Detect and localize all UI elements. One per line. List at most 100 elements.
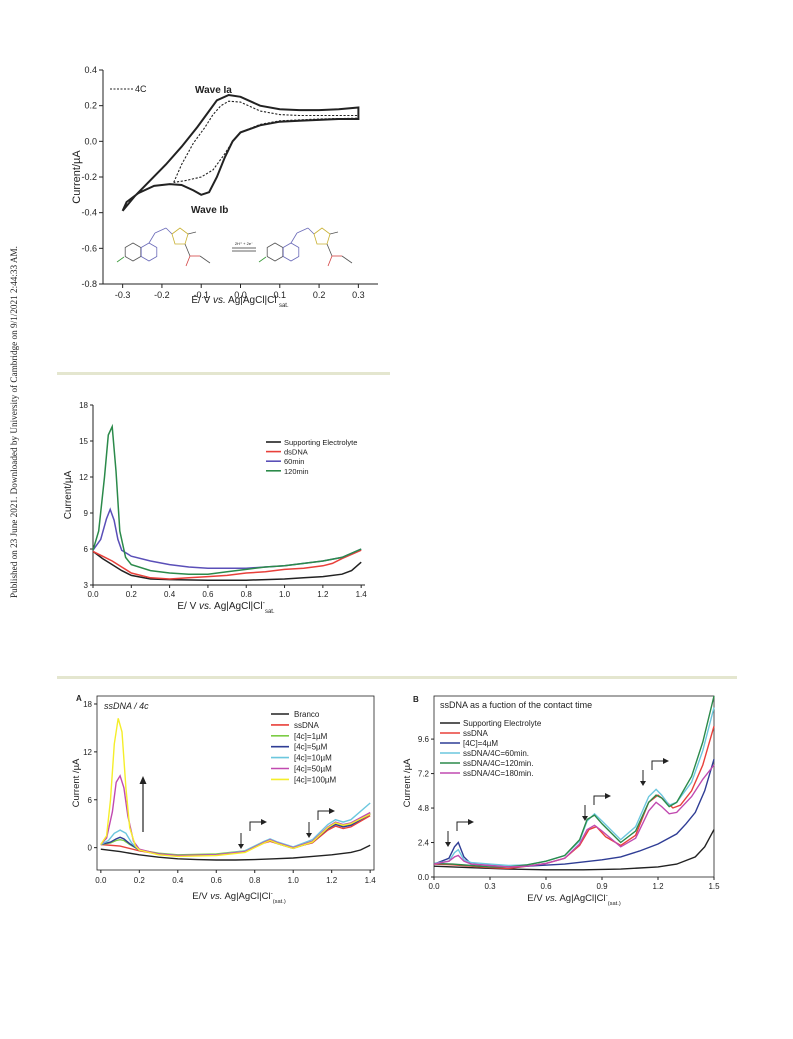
series-line bbox=[92, 550, 362, 581]
legend-label: 120min bbox=[284, 467, 309, 476]
y-tick-label: 0.0 bbox=[84, 136, 97, 146]
x-tick-label: 0.2 bbox=[313, 290, 326, 300]
shift-arrowhead-down-0 bbox=[445, 842, 451, 847]
x-tick-label: 0.9 bbox=[596, 882, 608, 891]
y-axis-label: Current /µA bbox=[71, 758, 82, 807]
annotation-wave-ib: Wave Ib bbox=[191, 205, 228, 216]
x-tick-label: 1.4 bbox=[356, 590, 368, 599]
x-tick-label: 0.1 bbox=[274, 290, 287, 300]
x-tick-label: 0.8 bbox=[249, 876, 261, 885]
x-tick-label: 0.0 bbox=[428, 882, 440, 891]
benzene-ring bbox=[282, 242, 300, 262]
shift-arrowhead-right-0 bbox=[261, 819, 267, 825]
series-line bbox=[433, 759, 715, 868]
x-axis-label: E/V vs. Ag|AgCl|Cl-(sat.) bbox=[192, 890, 286, 905]
panel-title: ssDNA / 4c bbox=[104, 701, 149, 711]
shift-arrow-right-0 bbox=[249, 821, 263, 831]
x-tick-label: 1.2 bbox=[326, 876, 338, 885]
y-tick-label: 18 bbox=[79, 401, 88, 410]
x-tick-label: 1.2 bbox=[317, 590, 329, 599]
series-line-dashed bbox=[173, 100, 359, 183]
series-line-solid bbox=[121, 93, 360, 212]
shift-arrowhead-right-1 bbox=[329, 808, 335, 814]
y-tick-label: 2.4 bbox=[418, 839, 430, 848]
y-tick-label: 6 bbox=[84, 545, 89, 554]
x-tick-label: 0.0 bbox=[95, 876, 107, 885]
methyl-bond bbox=[329, 231, 339, 235]
y-tick-label: 12 bbox=[79, 473, 88, 482]
y-tick-label: 0.2 bbox=[84, 101, 97, 111]
y-tick-label: 0.4 bbox=[84, 65, 97, 75]
y-tick-label: 7.2 bbox=[418, 770, 430, 779]
shift-arrowhead-down-1 bbox=[582, 816, 588, 821]
series-line bbox=[433, 726, 715, 870]
benzene-ring bbox=[140, 242, 158, 262]
y-tick-label: 15 bbox=[79, 437, 88, 446]
legend-label: ssDNA/4C=120min. bbox=[463, 759, 533, 768]
x-tick-label: 1.2 bbox=[652, 882, 664, 891]
x-axis-label: E/ V vs. Ag|AgCl|Cl-sat. bbox=[191, 294, 289, 309]
y-axis-label: Current /µA bbox=[402, 758, 413, 807]
legend-label: 60min bbox=[284, 457, 304, 466]
legend-label: [4c]=1µM bbox=[294, 732, 328, 741]
x-tick-label: 0.0 bbox=[234, 290, 247, 300]
ester-bond bbox=[326, 243, 333, 257]
shift-arrowhead-down-0 bbox=[238, 844, 244, 849]
legend-label: Supporting Electrolyte bbox=[463, 719, 542, 728]
plot-frame bbox=[433, 695, 715, 878]
x-tick-label: 1.0 bbox=[279, 590, 291, 599]
x-tick-label: 0.4 bbox=[164, 590, 176, 599]
legend-label: Supporting Electrolyte bbox=[284, 438, 357, 447]
y-tick-label: -0.2 bbox=[81, 172, 97, 182]
link-bond bbox=[165, 227, 173, 235]
shift-arrow-right-1 bbox=[317, 810, 331, 820]
series-line bbox=[100, 844, 371, 861]
legend-label: ssDNA bbox=[294, 721, 320, 730]
ethyl-bond bbox=[341, 255, 353, 264]
ester-bond bbox=[184, 243, 191, 257]
shift-arrow-right-1 bbox=[593, 795, 607, 805]
x-tick-label: 0.6 bbox=[540, 882, 552, 891]
series-line bbox=[92, 423, 362, 575]
chlorine-bond bbox=[258, 256, 267, 263]
shift-arrowhead-down-2 bbox=[640, 781, 646, 786]
legend-label: [4C]=4µM bbox=[463, 739, 498, 748]
link-bond bbox=[307, 227, 315, 235]
x-tick-label: 1.4 bbox=[365, 876, 377, 885]
x-tick-label: -0.1 bbox=[193, 290, 209, 300]
y-tick-label: 6 bbox=[88, 796, 93, 805]
increase-arrowhead bbox=[139, 776, 147, 784]
y-tick-label: 18 bbox=[83, 700, 92, 709]
x-tick-label: 0.6 bbox=[211, 876, 223, 885]
plot-frame bbox=[96, 695, 375, 871]
y-axis-label: Current/µA bbox=[63, 470, 74, 519]
y-tick-label: 12 bbox=[83, 748, 92, 757]
x-tick-label: 1.5 bbox=[708, 882, 720, 891]
x-tick-label: 1.0 bbox=[288, 876, 300, 885]
hydrazine-bond bbox=[296, 227, 309, 234]
methyl-bond bbox=[187, 231, 197, 235]
x-axis-label: E/V vs. Ag|AgCl|Cl-(sat.) bbox=[527, 892, 621, 907]
amine-bond bbox=[148, 232, 156, 244]
hydrazine-bond bbox=[154, 227, 167, 234]
legend-label: ssDNA/4C=180min. bbox=[463, 769, 533, 778]
x-axis-label: E/ V vs. Ag|AgCl|Cl-sat. bbox=[177, 600, 275, 615]
y-tick-label: -0.4 bbox=[81, 208, 97, 218]
reaction-arrow-label: 2H⁺ + 2e⁻ bbox=[235, 241, 253, 246]
ethyl-bond bbox=[199, 255, 211, 264]
shift-arrowhead-down-1 bbox=[306, 833, 312, 838]
series-line bbox=[92, 549, 362, 580]
legend-label: ssDNA/4C=60min. bbox=[463, 749, 529, 758]
annotation-wave-ia: Wave Ia bbox=[195, 85, 232, 96]
legend-label: [4c]=10µM bbox=[294, 754, 332, 763]
thiazole-ring bbox=[171, 227, 189, 245]
y-tick-label: 0.0 bbox=[418, 873, 430, 882]
shift-arrow-right-0 bbox=[456, 821, 470, 831]
shift-arrow-right-2 bbox=[651, 760, 665, 770]
x-tick-label: 0.2 bbox=[126, 590, 138, 599]
separator-top bbox=[57, 372, 390, 375]
shift-arrowhead-right-1 bbox=[605, 793, 611, 799]
